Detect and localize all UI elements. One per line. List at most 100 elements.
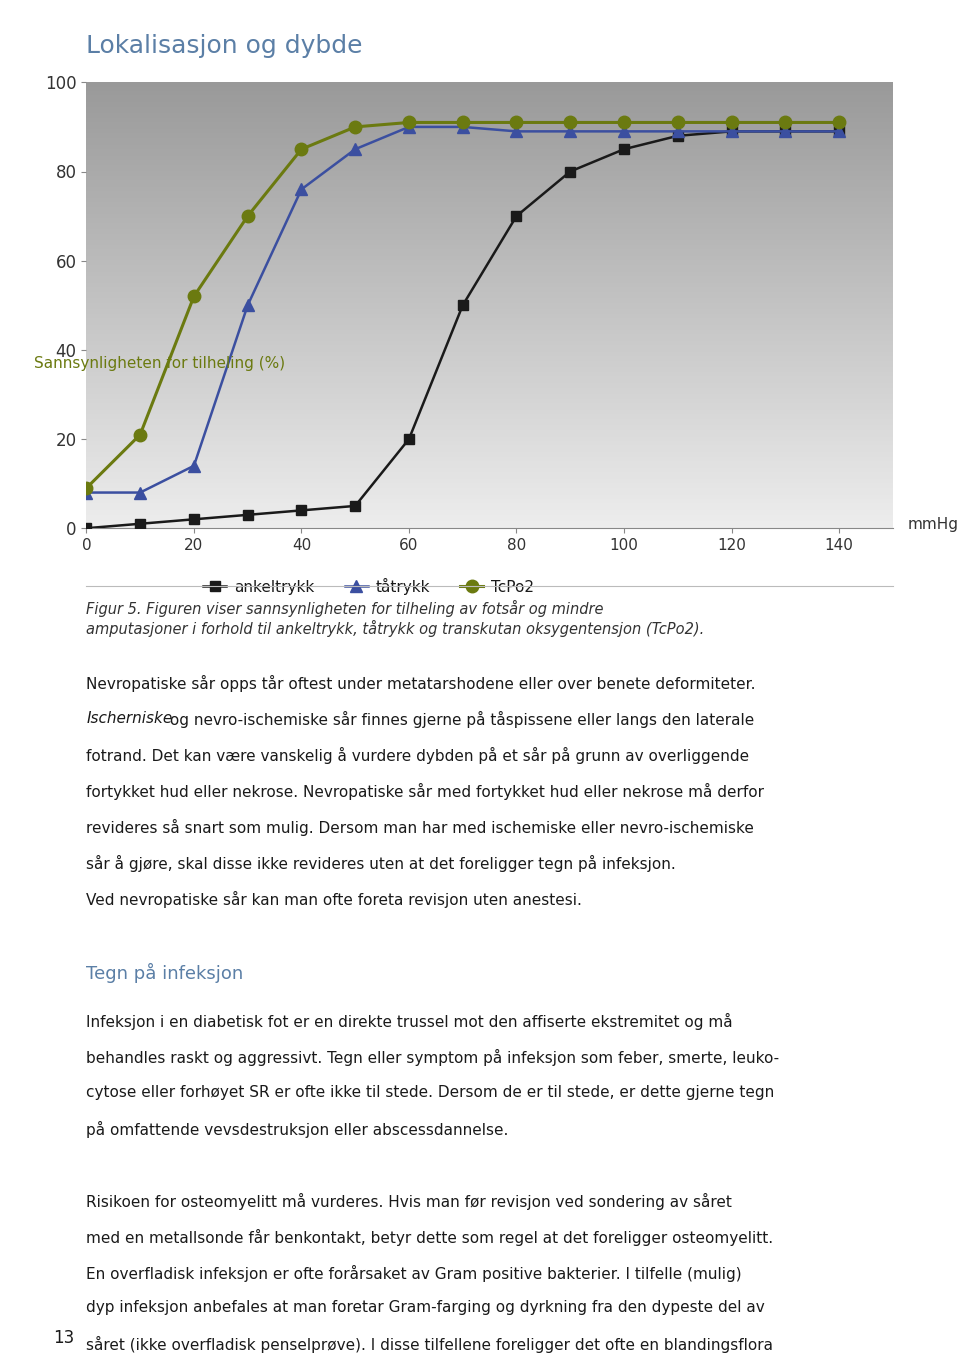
Bar — [86, 357, 893, 359]
Bar — [86, 431, 893, 432]
Bar — [86, 347, 893, 350]
Bar — [86, 165, 893, 167]
Bar — [86, 488, 893, 490]
Bar — [86, 514, 893, 517]
Bar — [86, 192, 893, 193]
Bar — [86, 471, 893, 472]
Bar — [86, 229, 893, 232]
Bar — [86, 443, 893, 446]
Bar — [86, 318, 893, 321]
Bar — [86, 132, 893, 133]
Bar — [86, 442, 893, 443]
Bar — [86, 510, 893, 513]
Bar — [86, 254, 893, 257]
Bar — [86, 283, 893, 285]
Bar — [86, 281, 893, 283]
Bar — [86, 390, 893, 392]
Bar — [86, 261, 893, 263]
Bar — [86, 174, 893, 176]
Bar — [86, 482, 893, 484]
Bar — [86, 250, 893, 252]
Bar — [86, 342, 893, 343]
Bar — [86, 100, 893, 103]
Bar — [86, 104, 893, 107]
Bar — [86, 324, 893, 325]
Bar — [86, 154, 893, 156]
Bar — [86, 361, 893, 364]
Bar — [86, 432, 893, 435]
Bar — [86, 464, 893, 466]
Bar — [86, 424, 893, 425]
Text: revideres så snart som mulig. Dersom man har med ischemiske eller nevro-ischemis: revideres så snart som mulig. Dersom man… — [86, 819, 755, 836]
Bar — [86, 392, 893, 395]
Bar — [86, 521, 893, 524]
Bar — [86, 114, 893, 115]
Bar — [86, 457, 893, 460]
Bar — [86, 139, 893, 140]
Bar — [86, 111, 893, 114]
Bar — [86, 379, 893, 381]
Bar — [86, 136, 893, 139]
Bar — [86, 97, 893, 100]
Bar — [86, 129, 893, 132]
Bar — [86, 246, 893, 247]
Bar — [86, 125, 893, 128]
Bar — [86, 161, 893, 163]
Bar — [86, 110, 893, 111]
Bar — [86, 447, 893, 450]
Bar — [86, 401, 893, 403]
Text: mmHg: mmHg — [907, 517, 958, 531]
Bar — [86, 499, 893, 502]
Bar — [86, 339, 893, 342]
Bar — [86, 508, 893, 510]
Bar — [86, 353, 893, 354]
Bar — [86, 193, 893, 196]
Bar — [86, 268, 893, 270]
Bar — [86, 421, 893, 424]
Bar — [86, 289, 893, 292]
Text: på omfattende vevsdestruksjon eller abscessdannelse.: på omfattende vevsdestruksjon eller absc… — [86, 1121, 509, 1137]
Bar — [86, 181, 893, 182]
Bar — [86, 397, 893, 399]
Bar — [86, 336, 893, 339]
Bar — [86, 335, 893, 336]
Bar — [86, 133, 893, 136]
Text: 13: 13 — [53, 1329, 74, 1347]
Bar — [86, 453, 893, 454]
Bar — [86, 93, 893, 96]
Bar — [86, 207, 893, 210]
Bar — [86, 199, 893, 200]
Text: Infeksjon i en diabetisk fot er en direkte trussel mot den affiserte ekstremitet: Infeksjon i en diabetisk fot er en direk… — [86, 1013, 733, 1030]
Bar — [86, 163, 893, 165]
Bar — [86, 214, 893, 217]
Bar — [86, 475, 893, 477]
Bar — [86, 118, 893, 121]
Bar — [86, 257, 893, 258]
Bar — [86, 388, 893, 390]
Bar — [86, 292, 893, 294]
Bar — [86, 307, 893, 310]
Bar — [86, 82, 893, 85]
Bar — [86, 417, 893, 418]
Bar — [86, 466, 893, 468]
Bar — [86, 506, 893, 508]
Text: såret (ikke overfladisk penselprøve). I disse tilfellene foreligger det ofte en : såret (ikke overfladisk penselprøve). I … — [86, 1336, 774, 1353]
Bar — [86, 258, 893, 261]
Bar — [86, 460, 893, 461]
Bar — [86, 406, 893, 407]
Bar — [86, 96, 893, 97]
Bar — [86, 325, 893, 328]
Bar — [86, 350, 893, 353]
Bar — [86, 274, 893, 276]
Bar — [86, 386, 893, 388]
Bar — [86, 446, 893, 449]
Legend: ankeltrykk, tåtrykk, TcPo2: ankeltrykk, tåtrykk, TcPo2 — [197, 572, 540, 601]
Bar — [86, 495, 893, 497]
Bar — [86, 217, 893, 218]
Bar — [86, 200, 893, 203]
Bar — [86, 86, 893, 89]
Bar — [86, 493, 893, 495]
Bar — [86, 454, 893, 457]
Text: og nevro-ischemiske sår finnes gjerne på tåspissene eller langs den laterale: og nevro-ischemiske sår finnes gjerne på… — [165, 711, 755, 729]
Text: sår å gjøre, skal disse ikke revideres uten at det foreligger tegn på infeksjon.: sår å gjøre, skal disse ikke revideres u… — [86, 855, 676, 871]
